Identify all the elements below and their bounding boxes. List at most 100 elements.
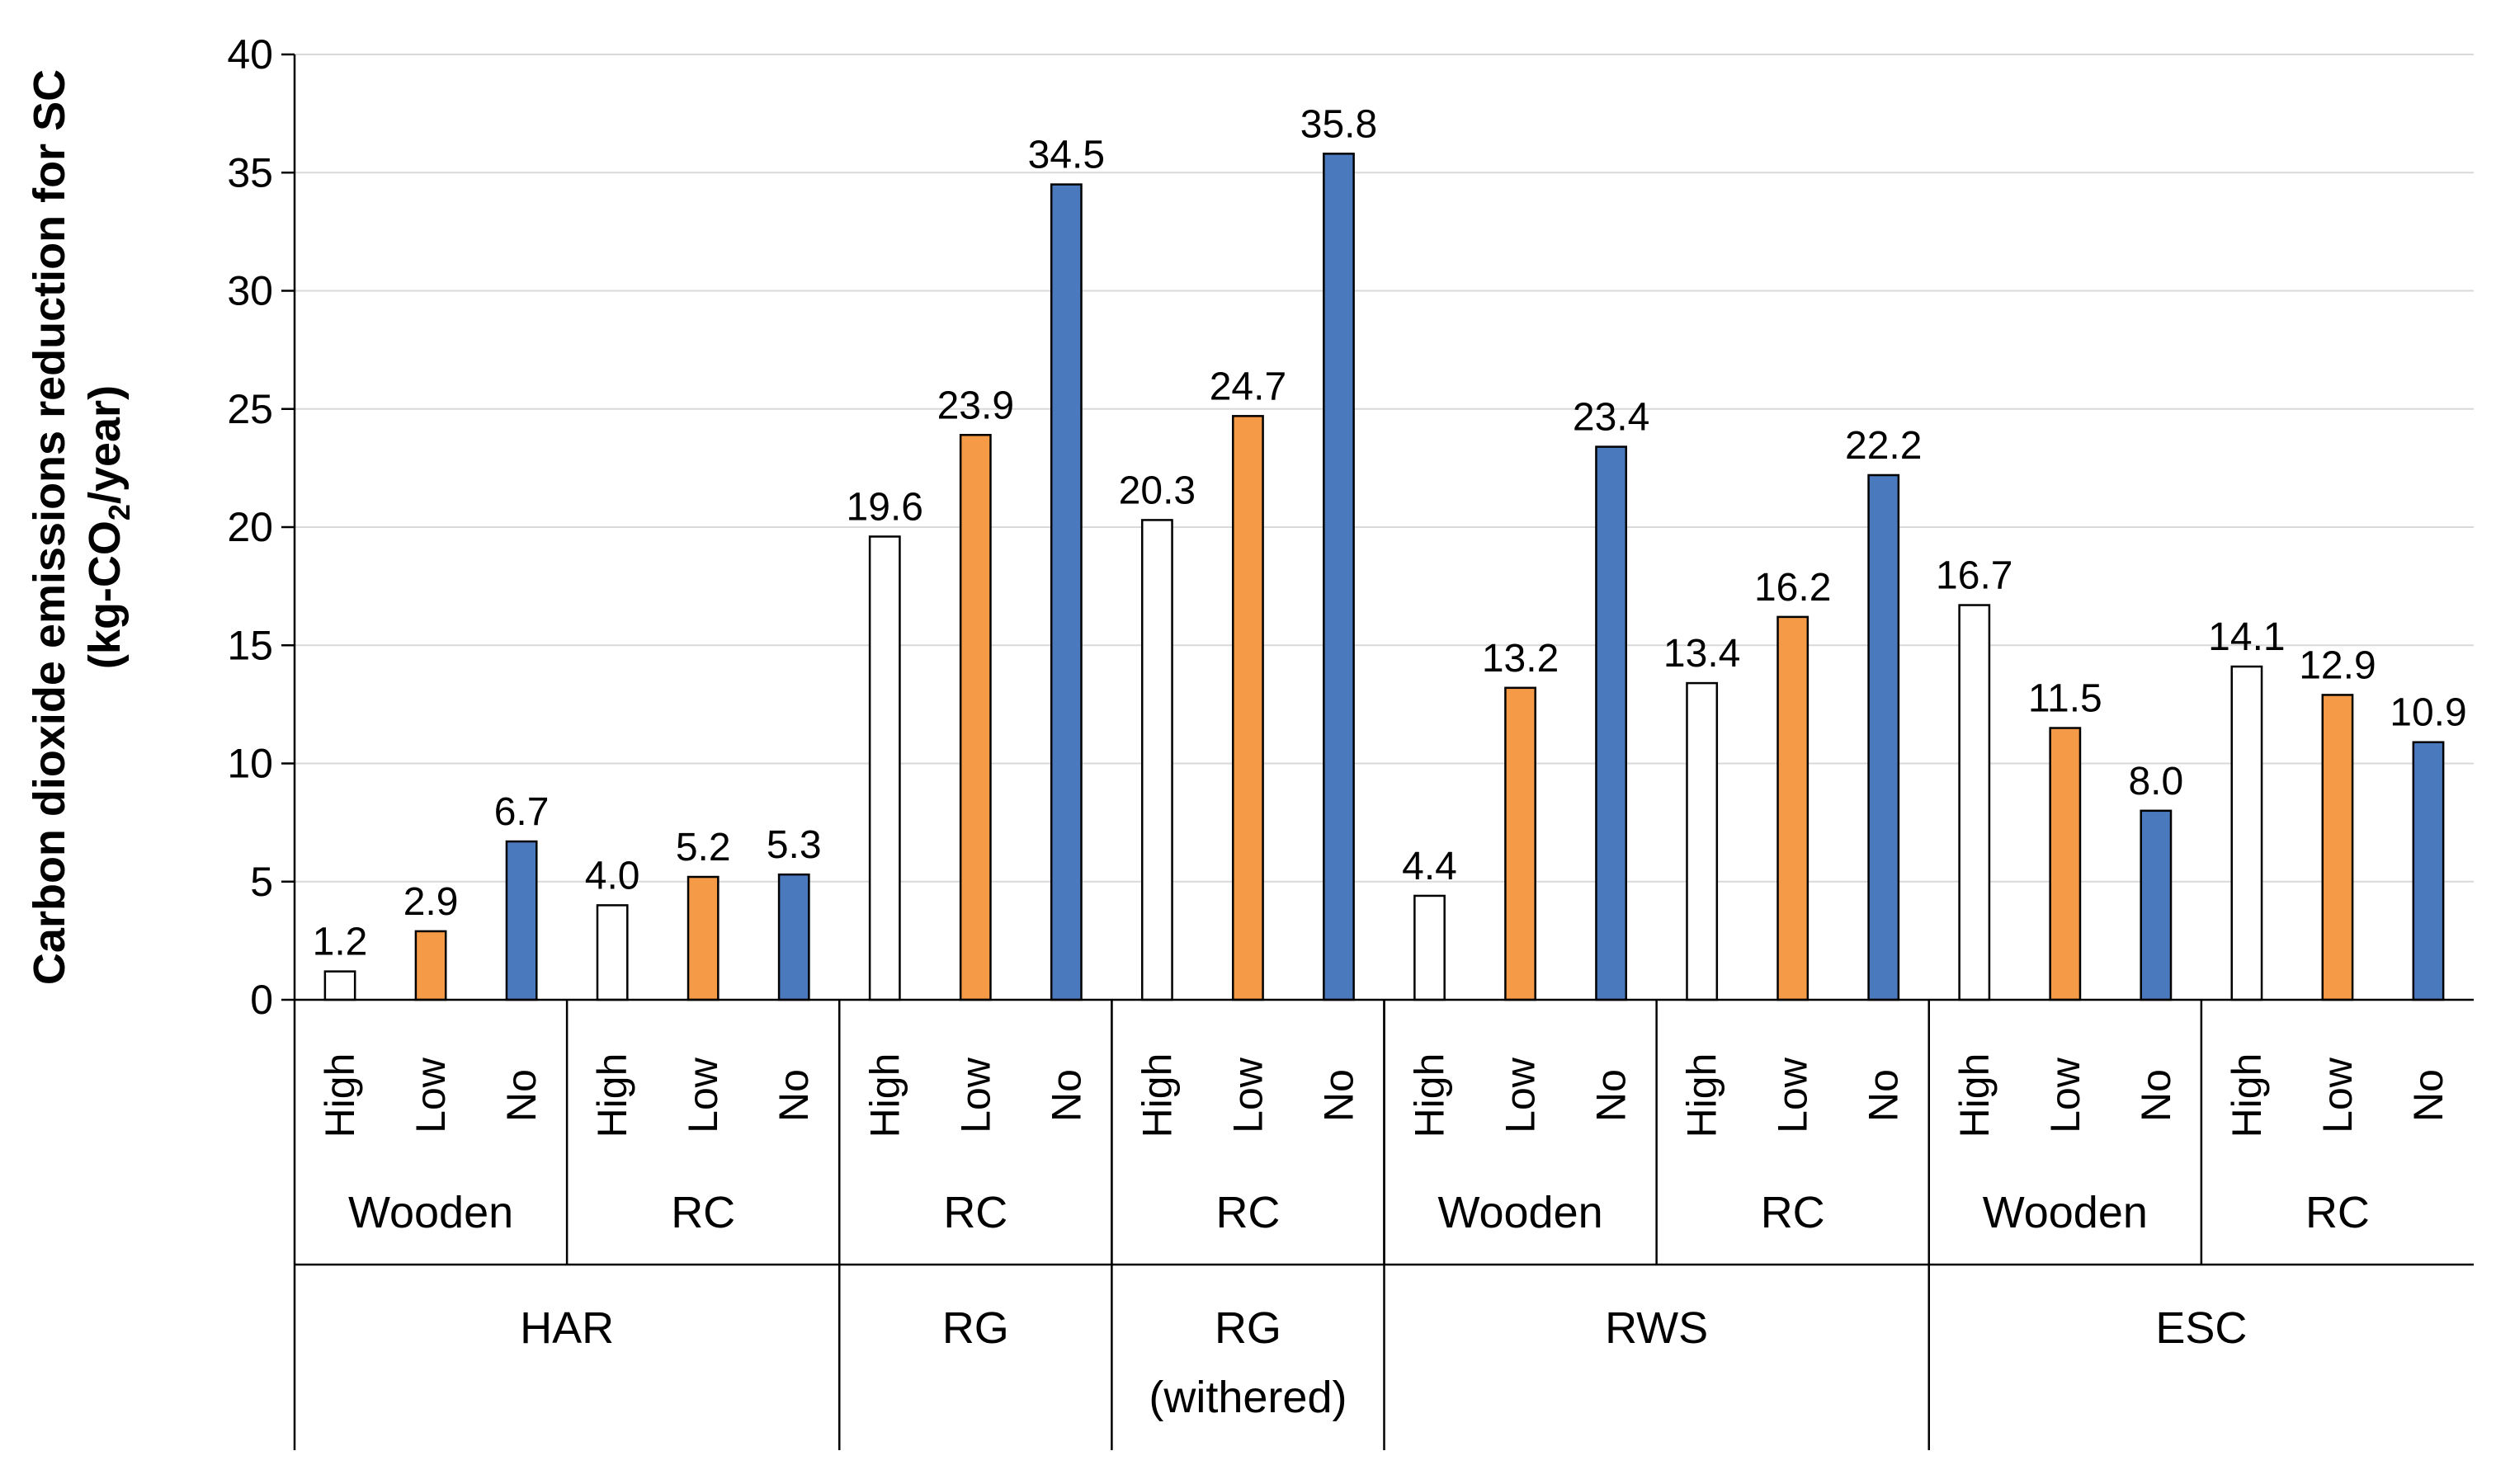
x-subgroup-label: RC: [1761, 1188, 1825, 1237]
data-label: 20.3: [1119, 469, 1196, 512]
x-category-label: No: [1315, 1069, 1361, 1122]
data-label: 5.3: [767, 823, 822, 867]
x-group-label: RWS: [1605, 1303, 1708, 1353]
data-label: 22.2: [1845, 424, 1922, 468]
x-category-label: Low: [1770, 1057, 1816, 1133]
y-axis-label-prefix: (kg-CO: [80, 521, 130, 669]
y-axis-ticks: 0 5 10 15 20 25 30 35 40: [227, 31, 2474, 1023]
data-label: 13.4: [1663, 632, 1740, 676]
y-axis-label-line2: (kg-CO2/year): [80, 385, 136, 669]
x-category-label: Low: [952, 1057, 998, 1133]
x-subgroup-label: RC: [943, 1188, 1007, 1237]
bar-no: [1323, 153, 1355, 1001]
data-label: 2.9: [403, 880, 459, 924]
x-group-label: ESC: [2155, 1303, 2247, 1353]
bar-low: [2049, 727, 2082, 1001]
bar-high: [1686, 681, 1719, 1001]
data-label: 10.9: [2390, 691, 2466, 735]
data-label: 16.2: [1754, 566, 1831, 610]
x-category-label: High: [1679, 1053, 1725, 1138]
x-category-label: No: [1861, 1069, 1907, 1122]
data-label: 11.5: [2028, 677, 2102, 721]
x-category-label: No: [2133, 1069, 2179, 1122]
data-label: 4.0: [585, 854, 640, 897]
data-label: 1.2: [313, 921, 368, 964]
y-tick-label: 25: [227, 386, 273, 432]
x-group-label: HAR: [520, 1303, 614, 1353]
y-tick-label: 40: [227, 31, 273, 78]
x-axis-dividers: [295, 1000, 2474, 1450]
bar-low: [2321, 694, 2354, 1001]
data-label: 8.0: [2128, 760, 2183, 803]
y-tick-label: 30: [227, 268, 273, 314]
y-axis-label-suffix: /year): [80, 385, 130, 504]
data-label: 35.8: [1300, 102, 1377, 146]
bars: [323, 153, 2445, 1001]
x-subgroup-label: RC: [2305, 1188, 2370, 1237]
bar-no: [1867, 473, 1900, 1001]
data-label: 23.4: [1573, 396, 1649, 440]
x-category-label: No: [1588, 1069, 1635, 1122]
x-category-label: Low: [1224, 1057, 1271, 1133]
gridlines: [295, 54, 2474, 883]
bar-low: [959, 434, 992, 1001]
x-category-label: Low: [408, 1057, 454, 1133]
bar-low: [1776, 615, 1809, 1001]
data-label: 19.6: [847, 485, 923, 529]
y-tick-label: 15: [227, 622, 273, 668]
y-tick-label: 10: [227, 741, 273, 787]
y-tick-label: 35: [227, 149, 273, 196]
data-label: 4.4: [1402, 845, 1457, 888]
x-subgroup-label: RC: [1215, 1188, 1280, 1237]
bar-high: [1413, 894, 1446, 1001]
bar-no: [1595, 445, 1628, 1001]
bar-no: [2140, 809, 2173, 1001]
x-category-label: Low: [2314, 1057, 2361, 1133]
bar-high: [868, 535, 901, 1001]
data-label: 14.1: [2208, 615, 2285, 659]
bar-no: [505, 840, 538, 1001]
x-group-label: (withered): [1149, 1373, 1347, 1422]
bar-high: [596, 904, 629, 1001]
x-category-label: High: [2224, 1053, 2270, 1138]
x-category-label: High: [861, 1053, 908, 1138]
y-tick-label: 20: [227, 504, 273, 550]
bar-no: [777, 873, 810, 1001]
data-label: 24.7: [1210, 365, 1286, 408]
bar-high: [323, 970, 356, 1001]
x-group-label: RG: [1215, 1303, 1281, 1353]
x-subgroup-label: RC: [671, 1188, 735, 1237]
data-label: 12.9: [2299, 643, 2376, 687]
x-subgroup-label: Wooden: [1983, 1188, 2148, 1237]
bar-no: [1050, 183, 1083, 1001]
data-label: 23.9: [937, 384, 1014, 427]
data-labels: 1.2 2.9 6.7 4.0 5.2 5.3 19.6 23.9 34.5 20.3 24.7 35…: [313, 102, 2467, 963]
x-group-label: RG: [942, 1303, 1009, 1353]
y-tick-label: 0: [250, 977, 273, 1023]
bar-low: [687, 875, 720, 1001]
x-category-label: No: [771, 1069, 817, 1122]
y-axis-label-line1: Carbon dioxide emissions reduction for S…: [25, 69, 74, 985]
x-category-label: Low: [2042, 1057, 2088, 1133]
x-category-label: High: [1951, 1053, 1998, 1138]
x-category-label: High: [317, 1053, 363, 1138]
bar-low: [1232, 415, 1264, 1001]
x-category-label: High: [1407, 1053, 1453, 1138]
data-label: 13.2: [1482, 637, 1559, 681]
bar-low: [1504, 686, 1536, 1001]
x-subgroup-label: Wooden: [1437, 1188, 1602, 1237]
data-label: 16.7: [1936, 554, 2012, 598]
x-category-label: Low: [1498, 1057, 1544, 1133]
x-category-label: No: [498, 1069, 545, 1122]
x-category-label: High: [589, 1053, 635, 1138]
bar-no: [2412, 741, 2445, 1001]
x-category-label: High: [1134, 1053, 1180, 1138]
x-category-label: No: [1043, 1069, 1089, 1122]
y-axis-label-subscript: 2: [102, 504, 136, 521]
x-category-label: Low: [680, 1057, 726, 1133]
x-axis-categories: High Low No High Low No High Low No High Low No High…: [317, 1053, 2451, 1422]
x-subgroup-label: Wooden: [348, 1188, 513, 1237]
y-tick-label: 5: [250, 859, 273, 905]
data-label: 34.5: [1028, 134, 1105, 177]
